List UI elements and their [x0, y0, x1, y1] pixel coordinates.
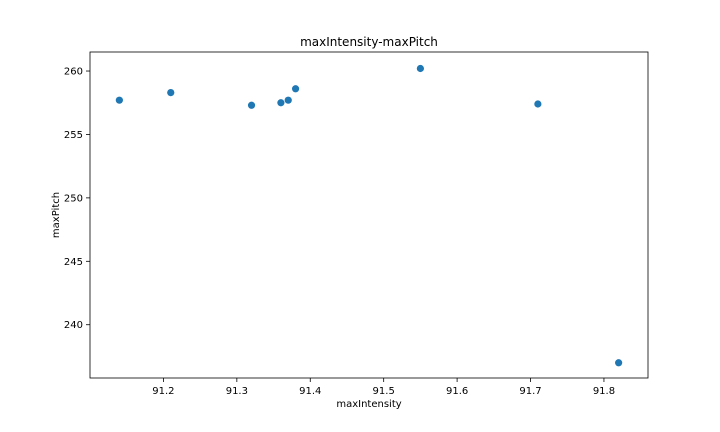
scatter-point [534, 100, 542, 108]
scatter-point [247, 101, 256, 109]
data-points [115, 64, 623, 367]
scatter-point [284, 96, 292, 104]
x-tick-label: 91.3 [226, 386, 248, 397]
scatter-point [416, 64, 424, 73]
x-axis-label: maxIntensity [336, 399, 401, 410]
x-tick-label: 91.8 [593, 386, 615, 397]
y-tick-label: 245 [64, 257, 83, 268]
y-axis: 240 245 250 255 260 [64, 67, 90, 331]
y-axis-label: maxPitch [51, 192, 62, 238]
y-tick-label: 240 [64, 320, 83, 331]
scatter-point [115, 96, 123, 104]
scatter-point [615, 359, 623, 367]
x-tick-label: 91.5 [373, 386, 395, 397]
scatter-point [277, 99, 285, 107]
y-tick-label: 250 [64, 193, 83, 204]
chart-title: maxIntensity-maxPitch [300, 35, 438, 49]
y-tick-label: 260 [64, 67, 83, 78]
scatter-point [167, 88, 175, 97]
plot-area [89, 51, 649, 379]
x-tick-label: 91.7 [519, 386, 541, 397]
scatter-point [291, 85, 300, 93]
y-tick-label: 255 [64, 130, 83, 141]
x-axis: 91.2 91.3 91.4 91.5 91.6 91.7 91.8 [152, 378, 615, 397]
x-tick-label: 91.4 [299, 386, 321, 397]
x-tick-label: 91.6 [446, 386, 468, 397]
x-tick-label: 91.2 [152, 386, 174, 397]
